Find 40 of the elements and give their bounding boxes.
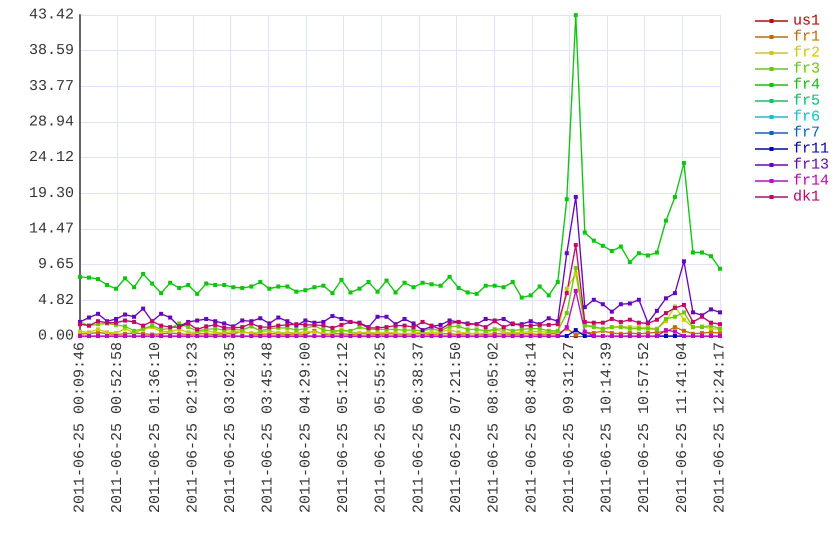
y-tick-label: 14.47	[28, 220, 74, 238]
legend-label: fr2	[793, 44, 820, 62]
x-tick-label: 2011-06-25 09:31:27	[560, 342, 578, 514]
x-tick-label: 2011-06-25 00:52:58	[109, 342, 126, 514]
legend-label: fr7	[793, 124, 820, 142]
y-tick-label: 4.82	[38, 292, 74, 309]
x-tick-label: 2011-06-25 04:29:00	[297, 342, 314, 514]
legend-label: fr13	[793, 156, 830, 174]
x-tick-label: 2011-06-25 02:19:23	[184, 342, 202, 514]
legend-label: fr1	[793, 28, 820, 46]
y-tick-label: 28.94	[28, 114, 74, 131]
x-tick-label: 2011-06-25 03:02:35	[222, 342, 240, 514]
x-tick-label: 2011-06-25 05:55:25	[372, 342, 390, 514]
legend-label: fr3	[793, 60, 820, 78]
x-tick-label: 2011-06-25 08:05:02	[486, 342, 503, 514]
x-tick-label: 2011-06-25 07:21:50	[448, 342, 465, 514]
legend-label: fr14	[793, 172, 830, 190]
legend-label: us1	[793, 12, 820, 30]
y-tick-label: 38.59	[28, 42, 74, 60]
y-tick-label: 9.65	[38, 256, 74, 274]
x-tick-label: 2011-06-25 05:12:12	[335, 342, 352, 514]
x-tick-label: 2011-06-25 00:09:46	[72, 342, 88, 514]
y-tick-label: 43.42	[28, 6, 74, 24]
x-tick-label: 2011-06-25 11:41:04	[674, 342, 691, 514]
legend-label: fr11	[793, 140, 830, 158]
x-tick-label: 2011-06-25 03:45:48	[260, 342, 277, 514]
x-tick-label: 2011-06-25 01:36:10	[146, 342, 164, 514]
y-tick-label: 0.00	[38, 328, 74, 344]
legend-label: fr4	[793, 76, 820, 94]
y-tick-label: 19.30	[28, 184, 74, 202]
x-tick-label: 2011-06-25 06:38:37	[410, 342, 428, 514]
legend-label: fr6	[793, 108, 820, 126]
x-tick-label: 2011-06-25 10:57:52	[636, 342, 654, 514]
x-tick-label: 2011-06-25 10:14:39	[598, 342, 616, 514]
y-tick-label: 33.77	[28, 78, 74, 95]
legend-label: fr5	[793, 92, 820, 110]
y-tick-label: 24.12	[28, 149, 74, 166]
legend-label: dk1	[793, 188, 820, 206]
x-tick-label: 2011-06-25 08:48:14	[523, 342, 540, 514]
x-tick-label: 2011-06-25 12:24:17	[712, 342, 728, 514]
